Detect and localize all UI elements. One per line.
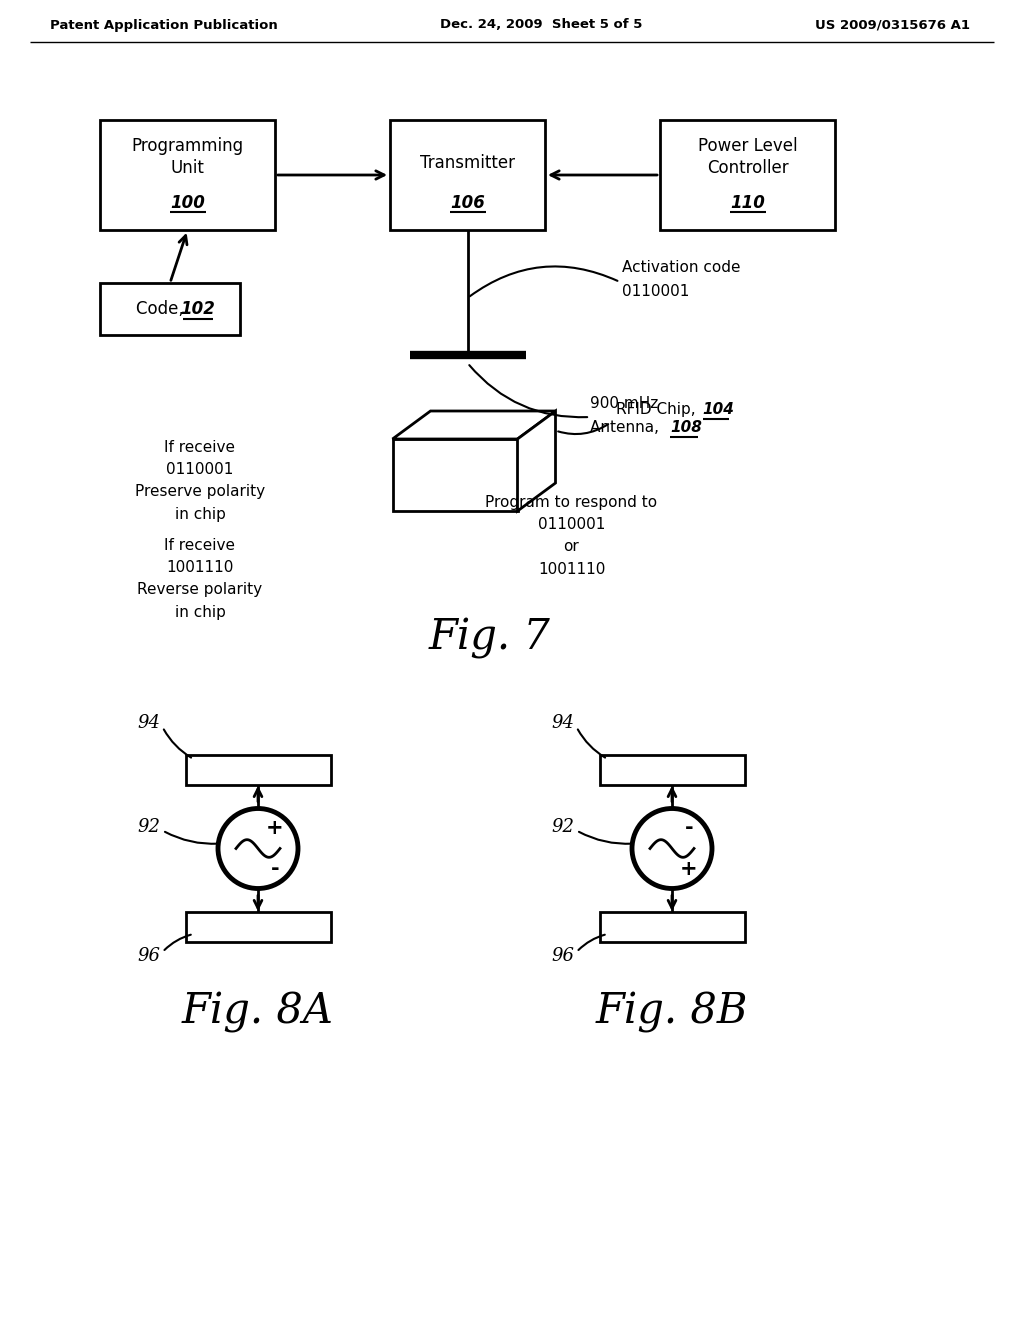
Text: Dec. 24, 2009  Sheet 5 of 5: Dec. 24, 2009 Sheet 5 of 5 xyxy=(440,18,642,32)
Bar xyxy=(599,912,744,942)
Text: Transmitter: Transmitter xyxy=(420,154,515,172)
Text: Fig. 8B: Fig. 8B xyxy=(596,991,749,1034)
Polygon shape xyxy=(517,411,555,511)
Text: If receive
1001110
Reverse polarity
in chip: If receive 1001110 Reverse polarity in c… xyxy=(137,539,262,619)
Text: 104: 104 xyxy=(702,401,734,417)
Text: 102: 102 xyxy=(180,300,215,318)
Text: Code,: Code, xyxy=(135,300,188,318)
Text: US 2009/0315676 A1: US 2009/0315676 A1 xyxy=(815,18,970,32)
Bar xyxy=(185,755,331,785)
Text: Activation code: Activation code xyxy=(622,260,740,276)
Text: -: - xyxy=(270,859,280,879)
Bar xyxy=(660,120,835,230)
Text: Programming
Unit: Programming Unit xyxy=(131,137,244,177)
Bar xyxy=(390,120,545,230)
Text: Fig. 8A: Fig. 8A xyxy=(182,991,334,1034)
Text: 108: 108 xyxy=(670,420,701,434)
Text: 92: 92 xyxy=(552,817,574,836)
Bar xyxy=(185,912,331,942)
Text: Power Level
Controller: Power Level Controller xyxy=(697,137,798,177)
Text: 94: 94 xyxy=(137,714,161,733)
Bar xyxy=(599,755,744,785)
Text: 94: 94 xyxy=(552,714,574,733)
Circle shape xyxy=(218,808,298,888)
Text: +: + xyxy=(266,817,284,838)
Text: 106: 106 xyxy=(451,194,485,213)
Text: 100: 100 xyxy=(170,194,205,213)
Bar xyxy=(100,282,240,335)
Text: 96: 96 xyxy=(552,946,574,965)
Text: 0110001: 0110001 xyxy=(622,285,689,300)
Text: 110: 110 xyxy=(730,194,765,213)
Text: Patent Application Publication: Patent Application Publication xyxy=(50,18,278,32)
Text: 96: 96 xyxy=(137,946,161,965)
Circle shape xyxy=(632,808,712,888)
Text: Antenna,: Antenna, xyxy=(590,420,664,434)
Text: 900 mHz: 900 mHz xyxy=(590,396,658,411)
Text: 92: 92 xyxy=(137,817,161,836)
Text: Program to respond to
0110001
or
1001110: Program to respond to 0110001 or 1001110 xyxy=(485,495,657,577)
Text: If receive
0110001
Preserve polarity
in chip: If receive 0110001 Preserve polarity in … xyxy=(135,440,265,521)
Bar xyxy=(100,120,275,230)
Polygon shape xyxy=(392,411,555,440)
Text: Fig. 7: Fig. 7 xyxy=(429,616,551,659)
Polygon shape xyxy=(392,440,517,511)
Text: -: - xyxy=(684,817,693,838)
Text: +: + xyxy=(680,859,697,879)
Text: RFID Chip,: RFID Chip, xyxy=(615,401,700,417)
